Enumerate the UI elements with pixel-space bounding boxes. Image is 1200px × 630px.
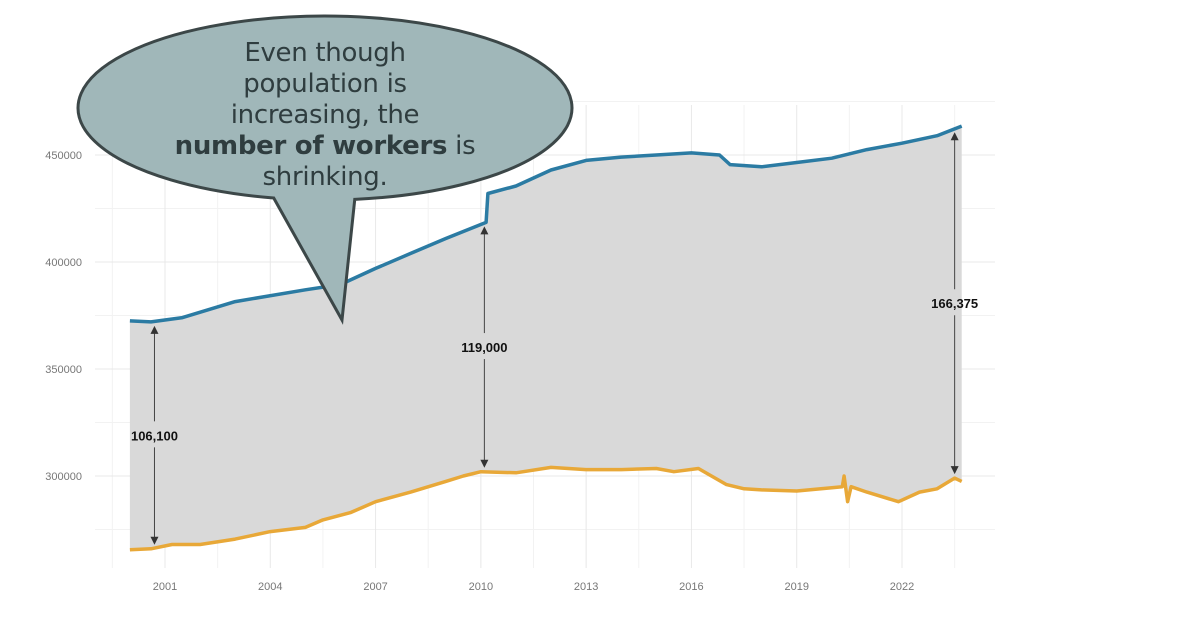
x-tick-label: 2001 [153,581,177,593]
arrowhead-down-icon [950,466,959,475]
speech-bubble-shape [76,14,574,325]
callout-text-after: is [447,131,476,161]
annotation-label: 106,100 [131,428,178,443]
arrowhead-down-icon [150,536,159,545]
series-line-bottom [129,465,963,552]
y-tick-label: 450000 [45,150,82,162]
annotation-label: 119,000 [461,340,507,355]
callout-bold: number of workers [174,131,448,161]
arrowhead-up-icon [150,325,159,334]
x-tick-label: 2013 [574,581,598,593]
x-tick-label: 2016 [679,581,703,593]
callout-line: number of workers is [150,131,500,162]
y-tick-label: 300000 [45,471,82,483]
callout-text: Even though population is increasing, th… [150,38,500,193]
arrowhead-up-icon [950,132,959,141]
area-between-series [129,126,962,550]
x-tick-label: 2004 [258,581,282,593]
arrowhead-up-icon [480,226,489,235]
x-tick-label: 2007 [363,581,387,593]
callout-line: population is [243,69,407,99]
x-tick-label: 2022 [890,581,914,593]
annotation-label: 166,375 [931,296,978,311]
x-tick-label: 2010 [469,581,493,593]
y-tick-label: 350000 [45,364,82,376]
y-tick-label: 400000 [45,257,82,269]
x-tick-label: 2019 [784,581,808,593]
callout-line: shrinking. [262,162,388,192]
arrowhead-down-icon [480,459,489,468]
callout-line: increasing, the [230,100,420,130]
callout-line: Even though [244,38,406,68]
series-line-top [129,124,963,324]
